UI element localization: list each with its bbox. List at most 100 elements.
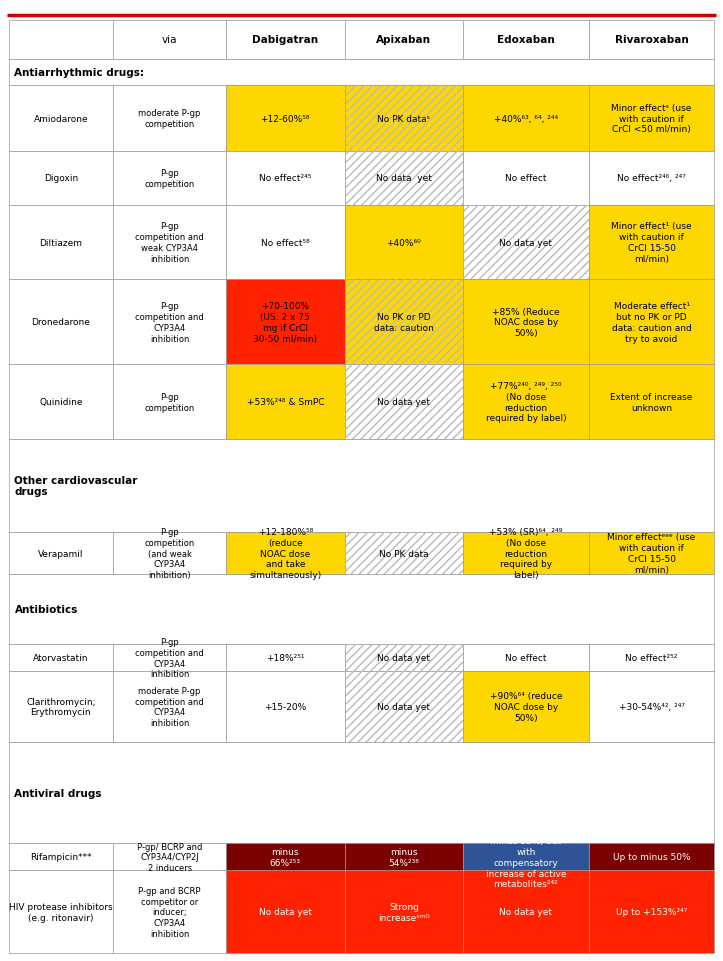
Text: Antiviral drugs: Antiviral drugs	[14, 788, 102, 798]
Text: Edoxaban: Edoxaban	[497, 36, 555, 45]
Bar	[345, 86, 463, 152]
Bar	[345, 871, 463, 953]
Bar	[345, 280, 463, 365]
Bar	[226, 21, 345, 60]
Bar	[589, 672, 714, 742]
Text: Rivaroxaban: Rivaroxaban	[615, 36, 688, 45]
Bar	[113, 280, 226, 365]
Bar	[345, 844, 463, 871]
Text: No PK dataˢ: No PK dataˢ	[377, 114, 430, 124]
Bar	[589, 365, 714, 439]
Bar	[113, 645, 226, 672]
Text: +70-100%
(US: 2 x 75
mg if CrCl
30-50 ml/min): +70-100% (US: 2 x 75 mg if CrCl 30-50 ml…	[253, 302, 317, 343]
Text: +53% (SR)⁶⁴, ²⁴⁹
(No dose
reduction
required by
label): +53% (SR)⁶⁴, ²⁴⁹ (No dose reduction requ…	[489, 528, 562, 579]
Bar	[589, 280, 714, 365]
Text: Up to +153%²⁴⁷: Up to +153%²⁴⁷	[616, 907, 687, 917]
Bar	[9, 871, 113, 953]
Bar	[9, 742, 714, 844]
Bar	[9, 672, 113, 742]
Text: Verapamil: Verapamil	[38, 549, 84, 558]
Text: No effect²⁴⁵: No effect²⁴⁵	[259, 174, 312, 183]
Bar	[9, 844, 113, 871]
Text: moderate P-gp
competition and
CYP3A4
inhibition: moderate P-gp competition and CYP3A4 inh…	[135, 686, 204, 727]
Bar	[113, 672, 226, 742]
Text: Digoxin: Digoxin	[44, 174, 78, 183]
Text: Diltiazem: Diltiazem	[39, 238, 82, 247]
Bar	[226, 280, 345, 365]
Bar	[9, 206, 113, 280]
Bar	[345, 365, 463, 439]
Bar	[589, 871, 714, 953]
Text: Other cardiovascular
drugs: Other cardiovascular drugs	[14, 476, 138, 497]
Text: No PK or PD
data: caution: No PK or PD data: caution	[374, 312, 434, 333]
Bar	[345, 86, 463, 152]
Bar	[226, 672, 345, 742]
Bar	[113, 871, 226, 953]
Text: +12-60%⁵⁸: +12-60%⁵⁸	[260, 114, 310, 124]
Bar	[226, 365, 345, 439]
Bar	[9, 280, 113, 365]
Text: Extent of increase
unknown: Extent of increase unknown	[610, 392, 693, 412]
Text: No effect²⁵²: No effect²⁵²	[625, 653, 677, 663]
Text: minus
54%²³⁸: minus 54%²³⁸	[388, 848, 419, 867]
Text: No effect²⁴⁶, ²⁴⁷: No effect²⁴⁶, ²⁴⁷	[617, 174, 686, 183]
Text: No data yet: No data yet	[377, 702, 430, 711]
Bar	[9, 365, 113, 439]
Text: No effect⁵⁸: No effect⁵⁸	[261, 238, 309, 247]
Bar	[345, 532, 463, 575]
Text: P-gp/ BCRP and
CYP3A4/CYP2J
2 inducers: P-gp/ BCRP and CYP3A4/CYP2J 2 inducers	[137, 842, 202, 873]
Bar	[9, 60, 714, 86]
Text: No data yet: No data yet	[500, 238, 552, 247]
Text: Amiodarone: Amiodarone	[33, 114, 88, 124]
Text: P-gp
competition and
CYP3A4
inhibition: P-gp competition and CYP3A4 inhibition	[135, 302, 204, 343]
Text: No PK data: No PK data	[379, 549, 429, 558]
Text: P-gp and BCRP
competitor or
inducer;
CYP3A4
inhibition: P-gp and BCRP competitor or inducer; CYP…	[138, 886, 201, 938]
Text: P-gp
competition
(and weak
CYP3A4
inhibition): P-gp competition (and weak CYP3A4 inhibi…	[145, 528, 194, 579]
Bar	[345, 280, 463, 365]
Bar	[463, 206, 589, 280]
Text: Rifampicin***: Rifampicin***	[30, 852, 92, 861]
Bar	[589, 532, 714, 575]
Text: P-gp
competition: P-gp competition	[145, 169, 194, 188]
Bar	[113, 152, 226, 206]
Text: P-gp
competition and
weak CYP3A4
inhibition: P-gp competition and weak CYP3A4 inhibit…	[135, 222, 204, 263]
Bar	[9, 21, 113, 60]
Bar	[345, 365, 463, 439]
Text: No effect: No effect	[505, 653, 547, 663]
Bar	[345, 645, 463, 672]
Text: No data  yet: No data yet	[376, 174, 432, 183]
Text: +18%²⁵¹: +18%²⁵¹	[266, 653, 304, 663]
Text: No data yet: No data yet	[500, 907, 552, 917]
Bar	[9, 575, 714, 645]
Bar	[345, 672, 463, 742]
Text: Antibiotics: Antibiotics	[14, 604, 78, 614]
Bar	[463, 645, 589, 672]
Text: via: via	[162, 36, 177, 45]
Bar	[463, 532, 589, 575]
Text: +15-20%: +15-20%	[264, 702, 307, 711]
Bar	[226, 206, 345, 280]
Text: Strong
increaseˢᵐᴼ: Strong increaseˢᵐᴼ	[378, 902, 429, 922]
Bar	[226, 844, 345, 871]
Text: moderate P-gp
competition: moderate P-gp competition	[138, 110, 201, 129]
Text: Antiarrhythmic drugs:: Antiarrhythmic drugs:	[14, 68, 145, 78]
Bar	[463, 21, 589, 60]
Bar	[589, 645, 714, 672]
Bar	[345, 152, 463, 206]
Bar	[463, 206, 589, 280]
Bar	[589, 152, 714, 206]
Bar	[463, 365, 589, 439]
Bar	[9, 152, 113, 206]
Bar	[113, 21, 226, 60]
Text: P-gp
competition and
CYP3A4
inhibition: P-gp competition and CYP3A4 inhibition	[135, 637, 204, 678]
Text: No data yet: No data yet	[377, 653, 430, 663]
Text: Atorvastatin: Atorvastatin	[33, 653, 89, 663]
Text: minus
66%²⁵³: minus 66%²⁵³	[270, 848, 301, 867]
Bar	[345, 21, 463, 60]
Bar	[463, 844, 589, 871]
Text: Moderate effect¹
but no PK or PD
data: caution and
try to avoid: Moderate effect¹ but no PK or PD data: c…	[612, 302, 691, 343]
Text: Dabigatran: Dabigatran	[252, 36, 318, 45]
Text: No data yet: No data yet	[377, 398, 430, 407]
Bar	[589, 86, 714, 152]
Bar	[113, 206, 226, 280]
